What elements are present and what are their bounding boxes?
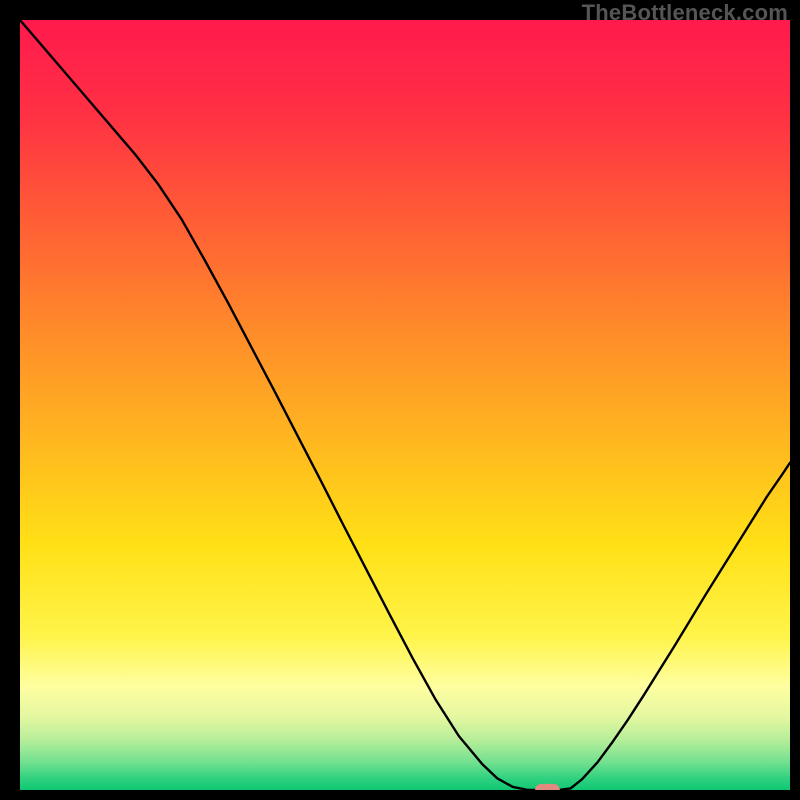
plot-area bbox=[20, 20, 790, 790]
bottleneck-curve-chart bbox=[20, 20, 790, 790]
optimal-point-marker bbox=[535, 784, 560, 790]
gradient-background bbox=[20, 20, 790, 790]
chart-frame: TheBottleneck.com bbox=[0, 0, 800, 800]
